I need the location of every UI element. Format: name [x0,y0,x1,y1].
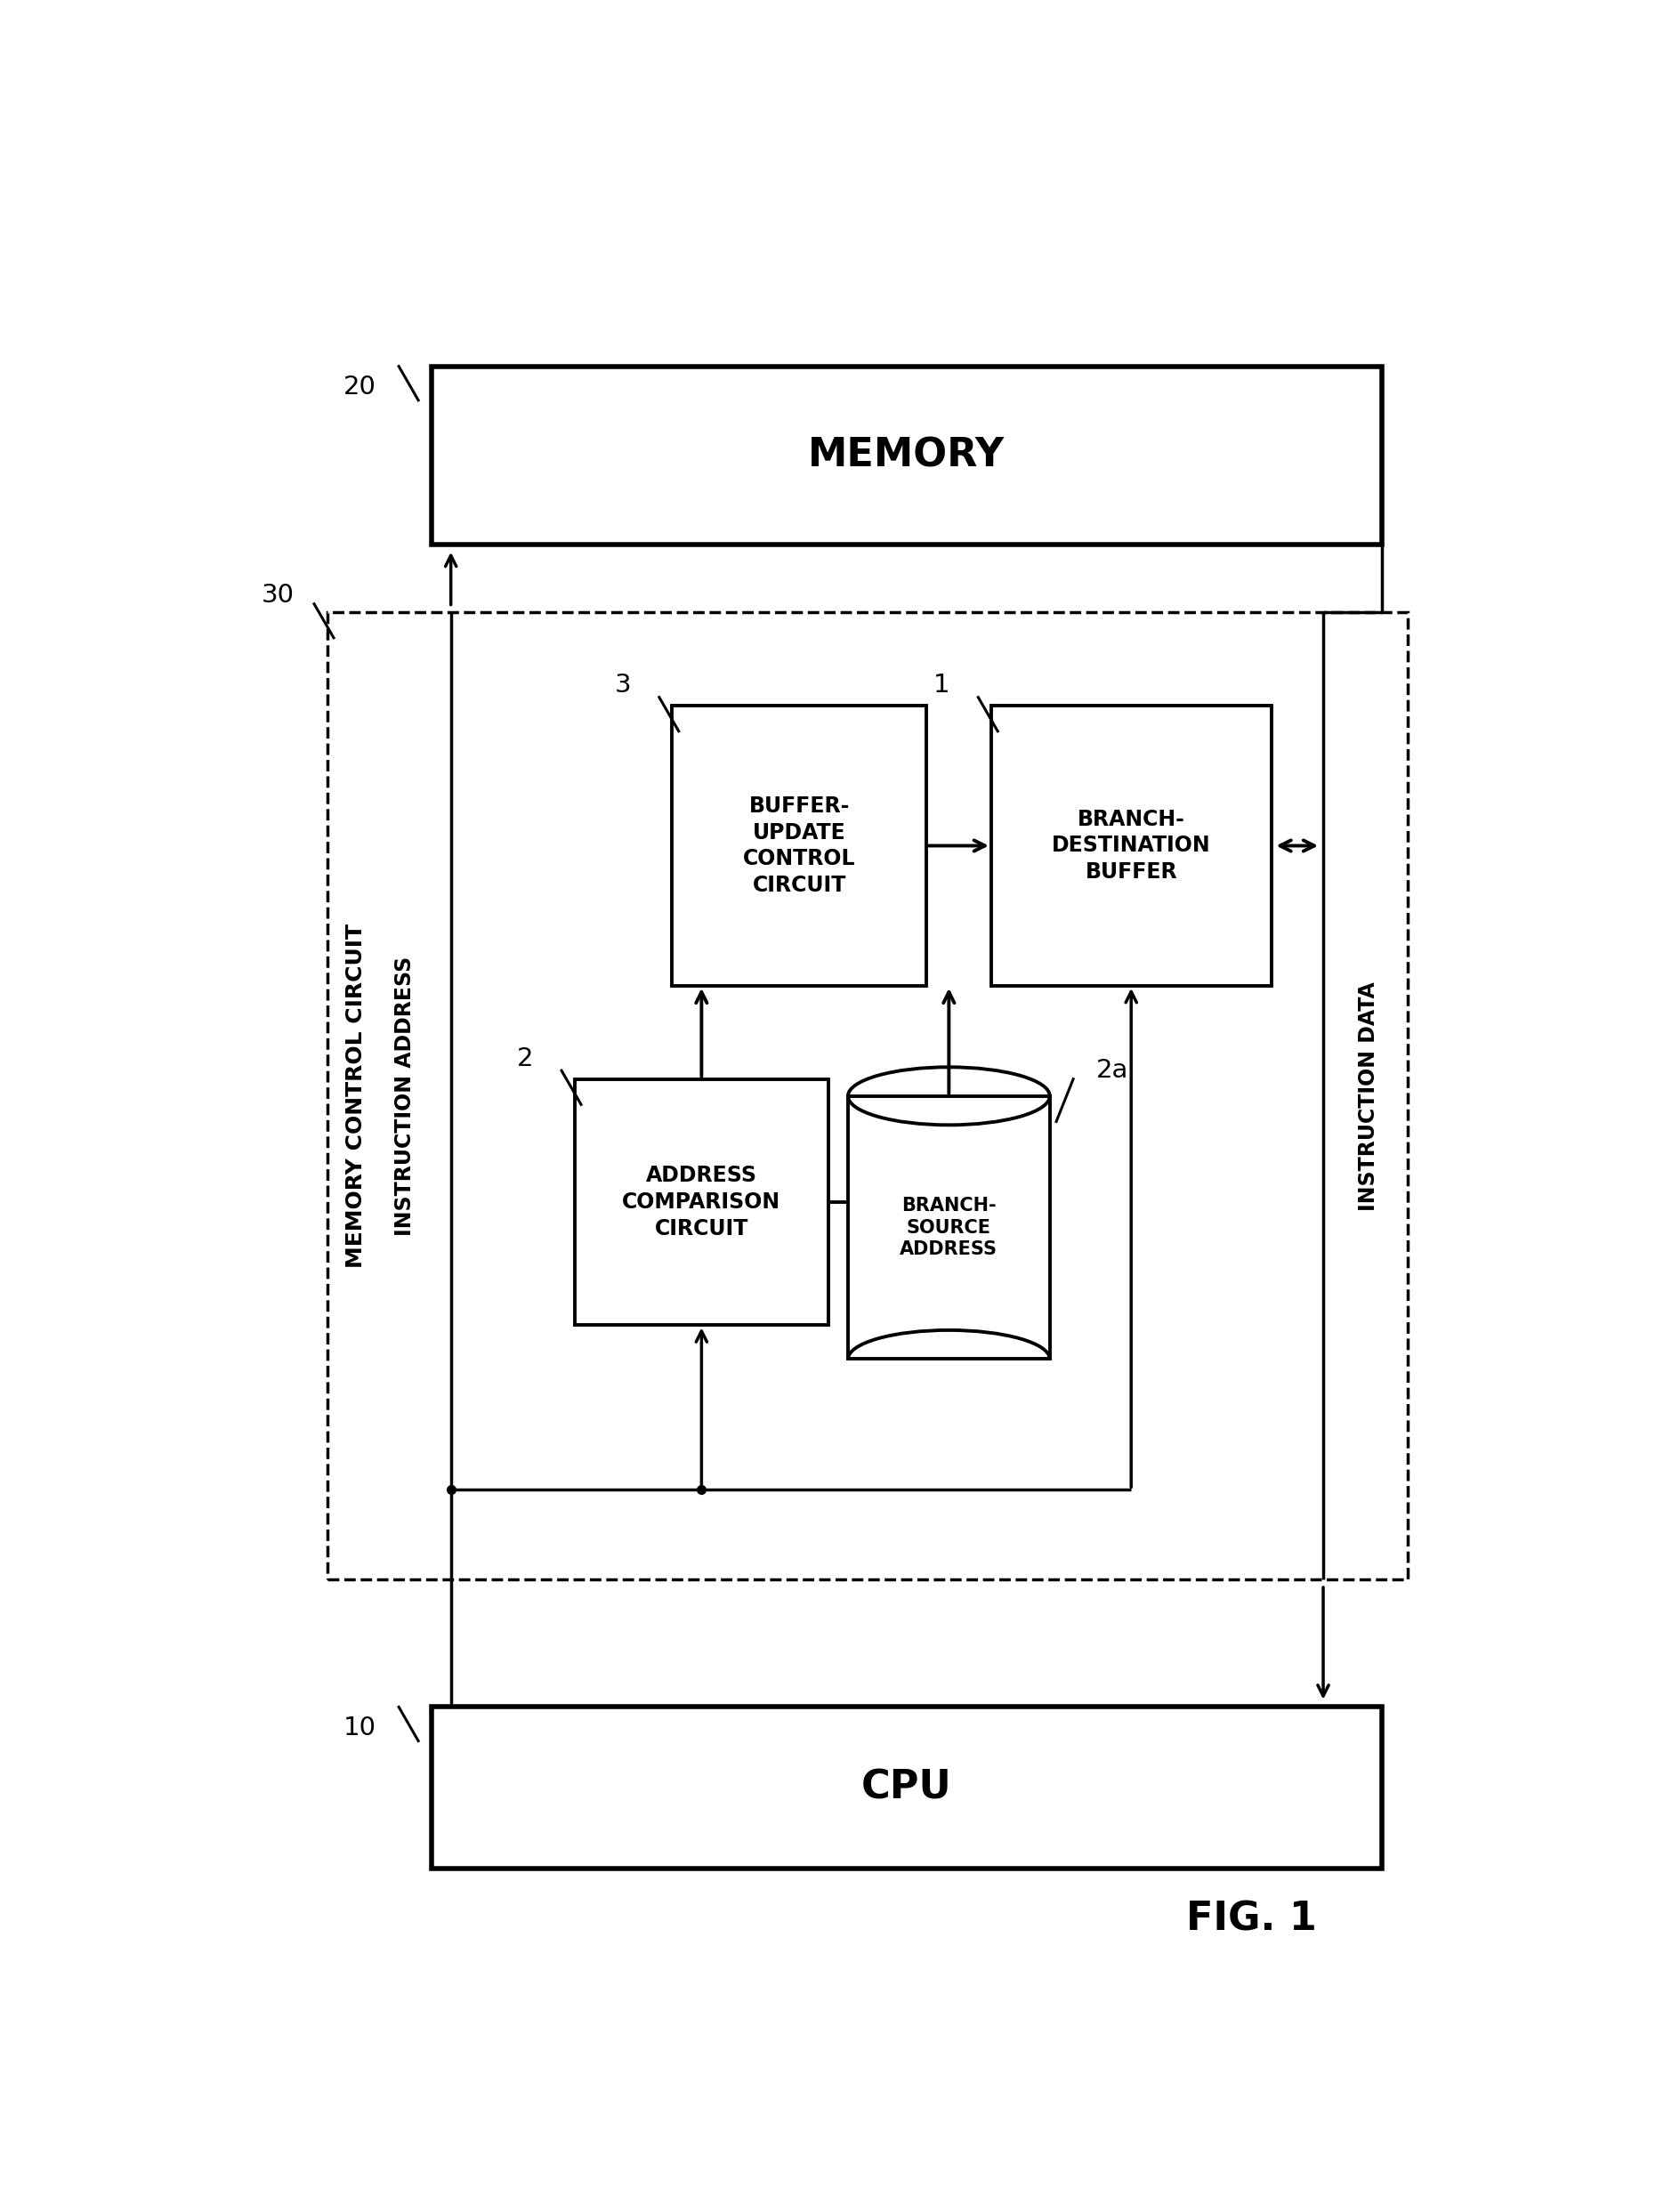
Text: 20: 20 [343,375,376,399]
Text: FIG. 1: FIG. 1 [1186,1900,1317,1937]
Bar [432,1706,1381,1869]
Bar [991,705,1272,985]
Bar [672,705,926,985]
Text: MEMORY: MEMORY [808,436,1005,474]
Text: 10: 10 [343,1715,376,1741]
Text: BRANCH-
DESTINATION
BUFFER: BRANCH- DESTINATION BUFFER [1052,809,1211,884]
Text: ADDRESS
COMPARISON
CIRCUIT: ADDRESS COMPARISON CIRCUIT [622,1166,781,1239]
Text: 30: 30 [262,582,294,608]
Text: MEMORY CONTROL CIRCUIT: MEMORY CONTROL CIRCUIT [344,923,366,1267]
Text: BRANCH-
SOURCE
ADDRESS: BRANCH- SOURCE ADDRESS [900,1197,998,1258]
Text: INSTRUCTION DATA: INSTRUCTION DATA [1357,981,1379,1210]
Text: 2: 2 [517,1047,533,1071]
Bar [575,1080,828,1325]
Bar [328,613,1408,1580]
Text: 3: 3 [615,672,632,699]
Bar [432,366,1381,544]
Text: BUFFER-
UPDATE
CONTROL
CIRCUIT: BUFFER- UPDATE CONTROL CIRCUIT [743,796,855,897]
Text: CPU: CPU [862,1768,953,1807]
Text: 2a: 2a [1095,1058,1129,1082]
Bar [848,1095,1050,1360]
Text: INSTRUCTION ADDRESS: INSTRUCTION ADDRESS [395,957,417,1236]
Text: 1: 1 [934,672,949,699]
